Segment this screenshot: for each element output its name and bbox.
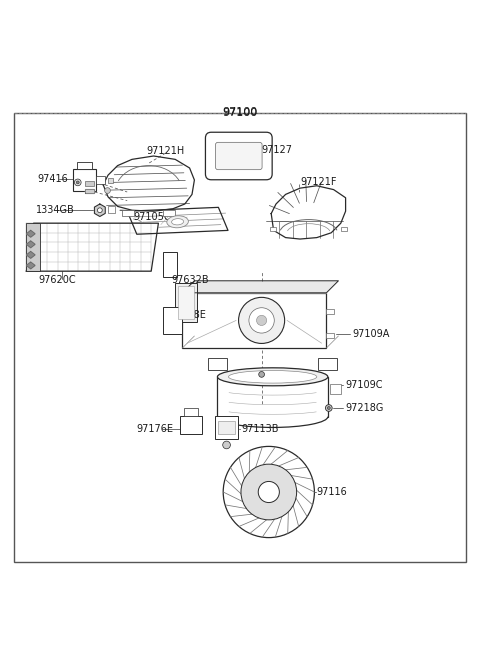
Bar [180, 416, 202, 434]
FancyBboxPatch shape [216, 142, 262, 170]
Polygon shape [26, 223, 158, 271]
Circle shape [256, 315, 267, 325]
FancyBboxPatch shape [205, 132, 272, 180]
Bar [270, 226, 276, 231]
Text: 97105C: 97105C [133, 212, 171, 222]
Bar [330, 384, 341, 394]
Bar [341, 226, 347, 231]
Polygon shape [182, 281, 338, 293]
Bar [218, 421, 235, 434]
Polygon shape [127, 208, 228, 235]
Circle shape [327, 407, 330, 409]
Ellipse shape [228, 370, 317, 383]
Bar [163, 210, 175, 216]
Bar [108, 177, 113, 183]
Ellipse shape [217, 368, 328, 386]
Bar [163, 253, 177, 278]
Text: 97113B: 97113B [241, 424, 278, 434]
Circle shape [223, 441, 230, 449]
Bar [122, 210, 134, 216]
Bar [108, 206, 115, 213]
Bar [163, 307, 182, 333]
Polygon shape [26, 230, 35, 237]
Polygon shape [26, 251, 35, 258]
Bar [184, 408, 198, 416]
Circle shape [325, 405, 332, 411]
Circle shape [241, 464, 297, 520]
Circle shape [105, 187, 110, 194]
Text: 97632B: 97632B [172, 275, 209, 285]
Text: 97121H: 97121H [146, 146, 185, 156]
Polygon shape [95, 204, 105, 216]
Ellipse shape [167, 216, 188, 228]
Circle shape [97, 208, 102, 212]
Circle shape [258, 481, 279, 503]
Circle shape [249, 308, 274, 333]
Text: 97121F: 97121F [300, 177, 336, 187]
Bar [77, 162, 92, 169]
Text: 97108E: 97108E [169, 310, 206, 321]
Bar [326, 333, 334, 339]
Bar [96, 175, 105, 184]
Circle shape [259, 372, 264, 377]
Circle shape [76, 181, 79, 184]
Bar [182, 293, 326, 348]
Polygon shape [103, 156, 194, 211]
Text: 1334GB: 1334GB [36, 205, 75, 215]
Circle shape [223, 446, 314, 538]
Bar [26, 223, 40, 271]
Bar [175, 283, 197, 322]
Text: 97100: 97100 [222, 107, 258, 117]
Ellipse shape [172, 218, 183, 225]
Bar [178, 286, 194, 319]
Bar [208, 358, 227, 370]
Bar [326, 308, 334, 314]
Text: 97218G: 97218G [346, 403, 384, 413]
Bar [318, 358, 337, 370]
Text: 97109C: 97109C [346, 380, 383, 390]
Polygon shape [26, 241, 35, 248]
Text: 97176E: 97176E [137, 424, 174, 434]
Polygon shape [85, 189, 94, 194]
Polygon shape [26, 262, 35, 269]
Text: 97416: 97416 [37, 173, 68, 183]
Text: 97100: 97100 [222, 108, 258, 118]
Circle shape [239, 297, 285, 343]
Text: 97116: 97116 [317, 487, 348, 497]
Circle shape [74, 179, 81, 185]
Bar [215, 416, 238, 439]
Bar [85, 181, 94, 185]
Polygon shape [271, 185, 346, 239]
Text: 97127: 97127 [262, 144, 293, 155]
Bar [73, 169, 96, 191]
Text: 97109A: 97109A [353, 329, 390, 339]
Text: 97620C: 97620C [38, 275, 76, 285]
